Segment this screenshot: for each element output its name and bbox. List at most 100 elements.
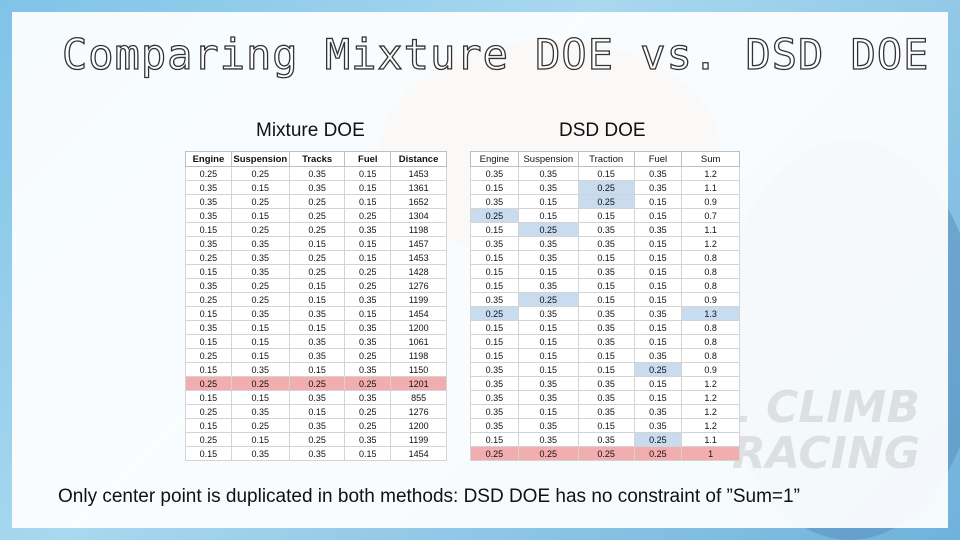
table-cell: 0.15 bbox=[517, 264, 579, 279]
table-row: 0.35 0.25 0.25 0.15 1652 bbox=[185, 194, 447, 209]
table-row: 0.15 0.35 0.25 0.35 1.1 bbox=[470, 180, 740, 195]
table-cell: 0.15 bbox=[577, 166, 635, 181]
table-cell: 1.2 bbox=[681, 376, 740, 391]
table-cell: 0.35 bbox=[577, 376, 635, 391]
table-cell: 0.35 bbox=[185, 194, 232, 209]
table-cell: 0.35 bbox=[633, 348, 683, 363]
table-cell: 0.25 bbox=[517, 446, 579, 461]
table-cell: 0.15 bbox=[577, 292, 635, 307]
dsd-header-traction: Traction bbox=[577, 151, 635, 167]
table-cell: 0.15 bbox=[470, 278, 519, 293]
table-cell: 0.25 bbox=[470, 208, 519, 223]
table-row: 0.15 0.15 0.35 0.35 855 bbox=[185, 390, 447, 405]
table-cell: 0.15 bbox=[517, 348, 579, 363]
table-cell: 0.35 bbox=[577, 432, 635, 447]
dsd-header-sum: Sum bbox=[681, 151, 740, 167]
table-cell: 0.25 bbox=[230, 376, 290, 391]
table-cell: 0.25 bbox=[633, 362, 683, 377]
table-cell: 0.25 bbox=[517, 222, 579, 237]
table-cell: 0.15 bbox=[517, 320, 579, 335]
table-row: 0.35 0.15 0.15 0.35 1200 bbox=[185, 320, 447, 335]
table-cell: 0.15 bbox=[470, 250, 519, 265]
table-cell: 0.15 bbox=[288, 292, 346, 307]
table-row: 0.35 0.15 0.25 0.15 0.9 bbox=[470, 194, 740, 209]
table-cell: 1.1 bbox=[681, 432, 740, 447]
table-cell: 1304 bbox=[390, 208, 447, 223]
table-cell: 0.15 bbox=[230, 348, 290, 363]
mixture-doe-table: Engine Suspension Tracks Fuel Distance 0.25 0… bbox=[185, 151, 447, 461]
table-cell: 0.35 bbox=[344, 432, 392, 447]
table-row: 0.15 0.35 0.35 0.25 1.1 bbox=[470, 432, 740, 447]
table-cell: 0.15 bbox=[185, 222, 232, 237]
table-cell: 1 bbox=[681, 446, 740, 461]
table-cell: 1652 bbox=[390, 194, 447, 209]
slide-title: Comparing Mixture DOE vs. DSD DOE bbox=[61, 29, 930, 79]
table-cell: 0.25 bbox=[230, 222, 290, 237]
table-cell: 1.2 bbox=[681, 236, 740, 251]
mixture-header-fuel: Fuel bbox=[344, 151, 392, 167]
table-cell: 0.8 bbox=[681, 334, 740, 349]
table-row: 0.15 0.35 0.35 0.15 1454 bbox=[185, 306, 447, 321]
table-cell: 0.15 bbox=[185, 306, 232, 321]
table-cell: 0.35 bbox=[577, 236, 635, 251]
table-cell: 0.15 bbox=[230, 334, 290, 349]
table-cell: 0.15 bbox=[288, 320, 346, 335]
table-cell: 0.25 bbox=[470, 446, 519, 461]
table-cell: 0.15 bbox=[633, 320, 683, 335]
table-cell: 1454 bbox=[390, 446, 447, 461]
table-cell: 0.25 bbox=[185, 250, 232, 265]
table-cell: 0.15 bbox=[633, 264, 683, 279]
table-cell: 0.35 bbox=[633, 404, 683, 419]
table-cell: 0.35 bbox=[288, 180, 346, 195]
table-row: 0.35 0.35 0.35 0.15 1.2 bbox=[470, 376, 740, 391]
table-cell: 0.35 bbox=[517, 236, 579, 251]
dsd-header-engine: Engine bbox=[470, 151, 519, 167]
table-cell: 0.15 bbox=[633, 194, 683, 209]
table-cell: 0.15 bbox=[344, 194, 392, 209]
table-cell: 0.8 bbox=[681, 348, 740, 363]
table-cell: 0.35 bbox=[470, 376, 519, 391]
table-row: 0.35 0.15 0.35 0.15 1361 bbox=[185, 180, 447, 195]
table-cell: 1276 bbox=[390, 404, 447, 419]
table-cell: 0.25 bbox=[288, 432, 346, 447]
table-cell: 0.35 bbox=[185, 208, 232, 223]
dsd-header-suspension: Suspension bbox=[517, 151, 579, 167]
table-cell: 0.25 bbox=[344, 278, 392, 293]
table-cell: 0.35 bbox=[185, 320, 232, 335]
table-cell: 0.15 bbox=[470, 180, 519, 195]
table-cell: 0.15 bbox=[288, 404, 346, 419]
table-cell: 0.25 bbox=[577, 446, 635, 461]
table-cell: 0.15 bbox=[517, 334, 579, 349]
table-cell: 0.15 bbox=[470, 264, 519, 279]
table-cell: 0.15 bbox=[344, 166, 392, 181]
table-row: 0.15 0.25 0.35 0.25 1200 bbox=[185, 418, 447, 433]
table-row: 0.15 0.35 0.25 0.25 1428 bbox=[185, 264, 447, 279]
table-cell: 0.35 bbox=[470, 292, 519, 307]
table-cell: 0.35 bbox=[230, 362, 290, 377]
table-cell: 0.35 bbox=[288, 418, 346, 433]
table-cell: 0.25 bbox=[577, 180, 635, 195]
table-cell: 0.15 bbox=[633, 292, 683, 307]
table-cell: 0.7 bbox=[681, 208, 740, 223]
table-cell: 0.35 bbox=[230, 404, 290, 419]
table-cell: 0.25 bbox=[185, 348, 232, 363]
table-cell: 0.15 bbox=[517, 208, 579, 223]
table-cell: 0.35 bbox=[517, 390, 579, 405]
table-cell: 0.35 bbox=[577, 222, 635, 237]
table-cell: 0.9 bbox=[681, 194, 740, 209]
table-row: 0.35 0.15 0.35 0.35 1.2 bbox=[470, 404, 740, 419]
table-cell: 0.35 bbox=[230, 264, 290, 279]
table-cell: 0.35 bbox=[633, 180, 683, 195]
table-row: 0.25 0.35 0.35 0.35 1.3 bbox=[470, 306, 740, 321]
table-row: 0.25 0.15 0.35 0.25 1198 bbox=[185, 348, 447, 363]
table-cell: 0.15 bbox=[230, 390, 290, 405]
table-cell: 0.15 bbox=[633, 250, 683, 265]
table-cell: 0.35 bbox=[185, 278, 232, 293]
table-row: 0.15 0.15 0.35 0.35 1061 bbox=[185, 334, 447, 349]
table-cell: 0.15 bbox=[577, 250, 635, 265]
table-cell: 0.25 bbox=[288, 250, 346, 265]
mixture-header-tracks: Tracks bbox=[288, 151, 346, 167]
table-cell: 0.9 bbox=[681, 362, 740, 377]
table-cell: 1.2 bbox=[681, 390, 740, 405]
table-cell: 1150 bbox=[390, 362, 447, 377]
